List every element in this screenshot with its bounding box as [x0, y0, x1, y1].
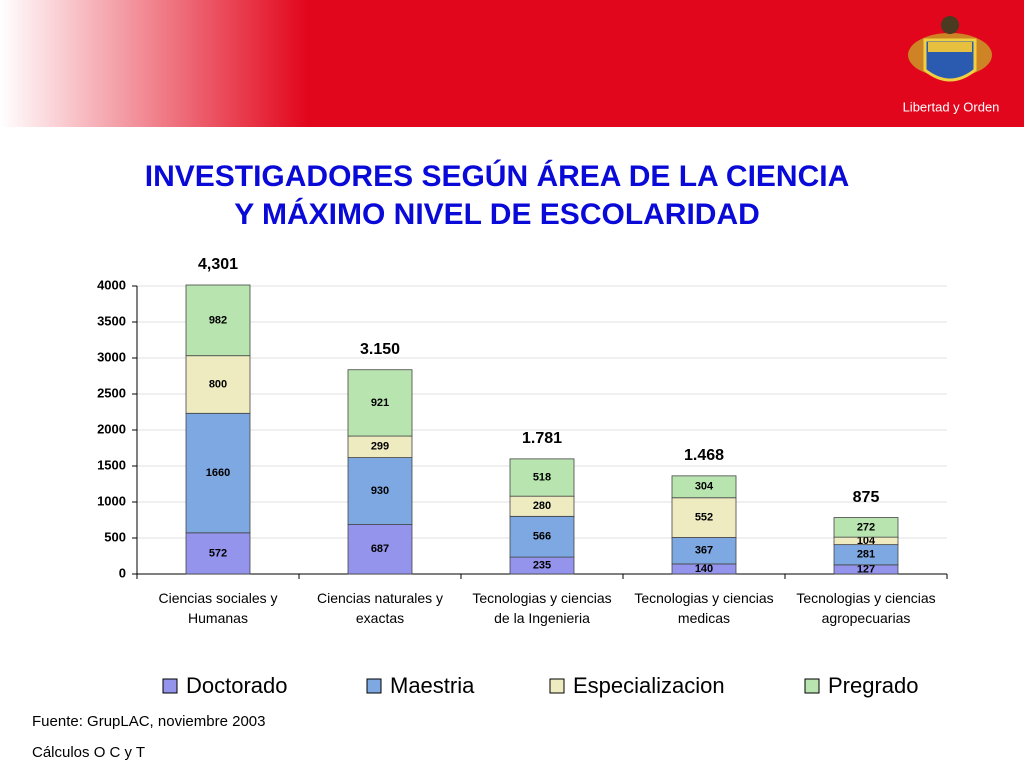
y-tick-label: 0 — [119, 565, 126, 580]
x-tick-label: Tecnologias y ciencias de la Ingenieria — [472, 590, 612, 626]
value-label: 127 — [857, 563, 875, 575]
bar-segment — [185, 412, 251, 534]
bar-segment — [671, 537, 737, 565]
legend-label: Doctorado — [186, 673, 288, 698]
y-tick-label: 1500 — [97, 457, 126, 472]
legend-swatch — [366, 678, 382, 694]
total-label: 1.468 — [684, 447, 724, 464]
bar-segment — [347, 457, 413, 525]
y-tick-label: 4000 — [97, 277, 126, 292]
value-label: 299 — [371, 441, 389, 453]
emblem — [908, 16, 992, 82]
value-label: 552 — [695, 512, 713, 524]
y-tick-label: 500 — [104, 529, 126, 544]
bar-segment — [509, 515, 575, 558]
x-tick-label: Ciencias naturales y exactas — [316, 590, 444, 626]
value-label: 235 — [533, 559, 551, 571]
total-label: 4,301 — [198, 256, 238, 273]
value-label: 687 — [371, 543, 389, 555]
value-label: 1660 — [206, 467, 230, 479]
value-label: 304 — [695, 481, 714, 493]
value-label: 281 — [857, 549, 875, 561]
legend-label: Especializacion — [573, 673, 725, 698]
y-tick-label: 2500 — [97, 385, 126, 400]
bar-segment — [347, 369, 413, 437]
value-label: 982 — [209, 314, 227, 326]
footer-text: Fuente: GrupLAC, noviembre 2003 — [32, 713, 266, 730]
value-label: 566 — [533, 531, 551, 543]
y-tick-label: 1000 — [97, 493, 126, 508]
y-tick-label: 2000 — [97, 421, 126, 436]
chart-title: Y MÁXIMO NIVEL DE ESCOLARIDAD — [234, 197, 760, 231]
value-label: 930 — [371, 485, 389, 497]
value-label: 518 — [533, 471, 551, 483]
bar-segment — [185, 532, 251, 575]
total-label: 3.150 — [360, 341, 400, 358]
value-label: 921 — [371, 397, 389, 409]
total-label: 875 — [853, 489, 880, 506]
legend-label: Pregrado — [828, 673, 919, 698]
bar-segment — [671, 475, 737, 499]
x-tick-label: Tecnologias y ciencias medicas — [634, 590, 774, 626]
total-label: 1.781 — [522, 430, 562, 447]
chart-title: INVESTIGADORES SEGÚN ÁREA DE LA CIENCIA — [145, 159, 850, 193]
header-band — [0, 0, 1024, 127]
x-tick-label: Ciencias sociales y Humanas — [158, 590, 278, 626]
header-text: Libertad y Orden — [903, 99, 1000, 114]
legend-swatch — [804, 678, 820, 694]
value-label: 140 — [695, 563, 713, 575]
value-label: 800 — [209, 378, 227, 390]
legend-swatch — [549, 678, 565, 694]
x-tick-label: Tecnologias y ciencias agropecuarias — [796, 590, 936, 626]
y-tick-label: 3000 — [97, 349, 126, 364]
y-tick-label: 3500 — [97, 313, 126, 328]
bar-segment — [671, 497, 737, 538]
bar-segment — [833, 517, 899, 538]
footer-text: Cálculos O C y T — [32, 744, 146, 761]
value-label: 104 — [857, 535, 876, 547]
value-label: 280 — [533, 500, 551, 512]
bar-segment — [347, 524, 413, 575]
value-label: 367 — [695, 545, 713, 557]
value-label: 572 — [209, 547, 227, 559]
bar-segment — [509, 458, 575, 497]
bar-segment — [185, 355, 251, 414]
value-label: 272 — [857, 521, 875, 533]
legend-swatch — [162, 678, 178, 694]
legend-label: Maestria — [390, 673, 475, 698]
bar-segment — [185, 284, 251, 357]
